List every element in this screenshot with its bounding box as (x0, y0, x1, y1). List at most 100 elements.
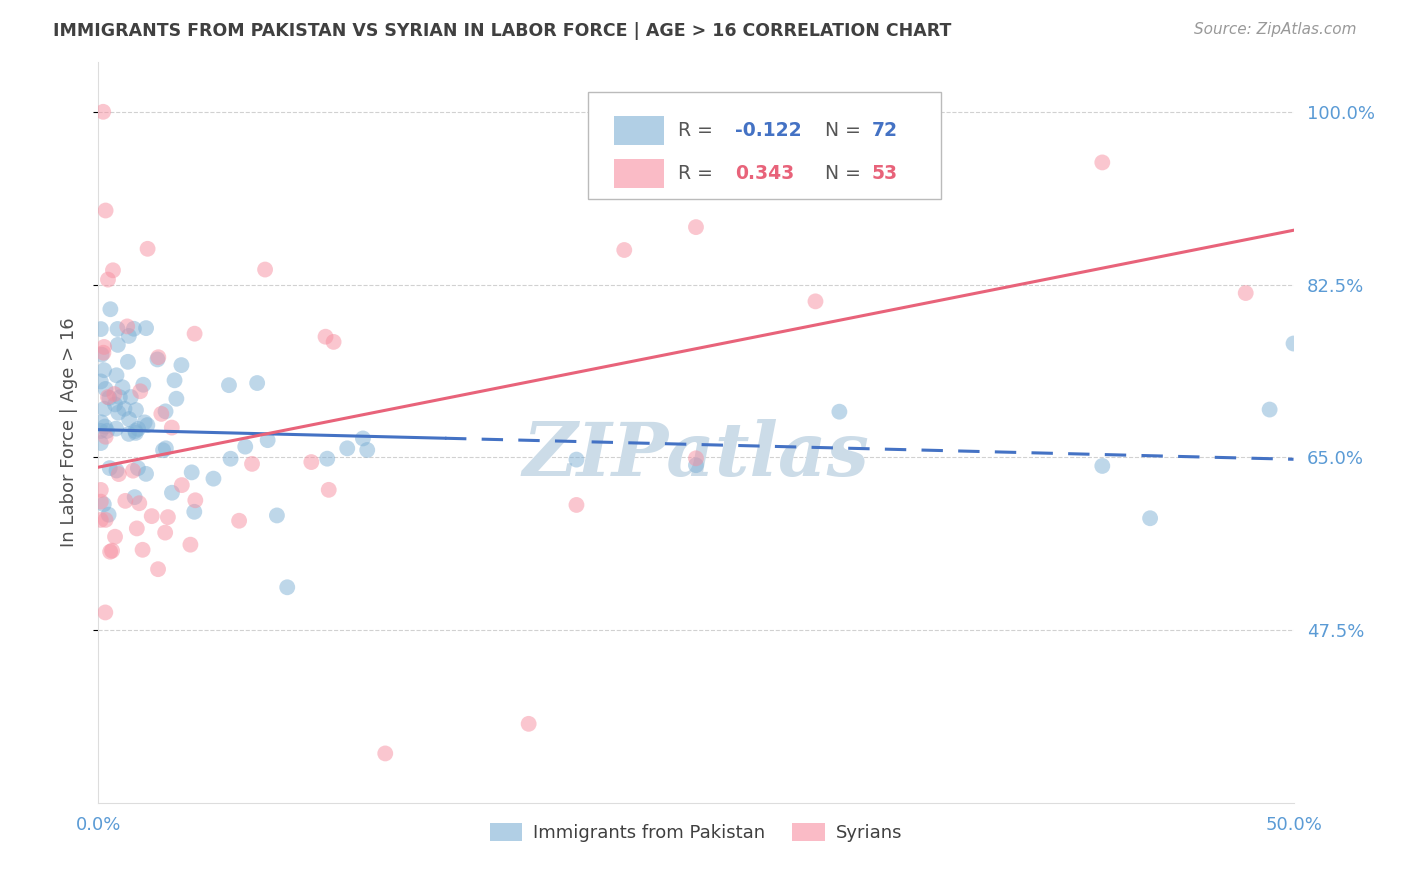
Point (97, 508, 120, 522)
Text: IMMIGRANTS FROM PAKISTAN VS SYRIAN IN LABOR FORCE | AGE > 16 CORRELATION CHART: IMMIGRANTS FROM PAKISTAN VS SYRIAN IN LA… (53, 22, 952, 40)
Point (90, 494, 112, 508)
Point (101, 263, 124, 277)
Point (202, 472, 225, 486)
Point (336, 442, 359, 456)
Point (218, 378, 240, 392)
Point (156, 510, 179, 524)
Text: ZIPatlas: ZIPatlas (523, 418, 869, 491)
Point (114, 401, 136, 416)
Point (613, 243, 636, 257)
Point (108, 390, 131, 404)
Point (131, 542, 153, 557)
Point (90, 322, 112, 336)
Point (254, 262, 277, 277)
Point (96, 424, 118, 438)
Legend: Immigrants from Pakistan, Syrians: Immigrants from Pakistan, Syrians (482, 815, 910, 849)
Point (565, 498, 588, 512)
Point (1258, 402, 1281, 417)
Point (228, 514, 250, 528)
Point (150, 407, 173, 421)
Text: Source: ZipAtlas.com: Source: ZipAtlas.com (1194, 22, 1357, 37)
FancyBboxPatch shape (613, 160, 664, 187)
Point (107, 338, 129, 352)
Point (828, 405, 851, 419)
Point (94, 419, 117, 434)
Point (127, 422, 149, 436)
Point (98, 391, 121, 405)
Point (184, 493, 207, 508)
Point (120, 390, 142, 404)
Point (128, 496, 150, 510)
Point (97, 390, 120, 404)
Point (94, 513, 117, 527)
Point (122, 464, 145, 478)
Point (124, 490, 146, 504)
Point (135, 467, 157, 481)
Point (90, 424, 112, 438)
Point (97, 272, 120, 286)
Point (246, 376, 269, 390)
Point (315, 329, 337, 343)
Text: -0.122: -0.122 (735, 121, 801, 140)
Point (155, 442, 177, 456)
Point (115, 319, 138, 334)
Point (170, 478, 193, 492)
Point (565, 452, 588, 467)
Point (93, 340, 115, 354)
Text: 0.343: 0.343 (735, 164, 794, 183)
Point (127, 461, 149, 475)
Point (170, 358, 193, 372)
Point (93, 401, 115, 416)
Point (90, 436, 112, 450)
Text: 53: 53 (872, 164, 898, 183)
Point (104, 397, 127, 411)
Point (155, 404, 177, 418)
Point (94, 382, 117, 396)
Point (125, 403, 148, 417)
Point (93, 345, 115, 359)
Point (124, 424, 146, 438)
Point (179, 538, 201, 552)
Point (1139, 511, 1161, 525)
Point (90, 483, 112, 497)
Point (1234, 286, 1257, 301)
Text: N =: N = (813, 164, 868, 183)
Text: R =: R = (678, 121, 718, 140)
Point (299, 455, 322, 469)
Point (136, 242, 159, 256)
Point (1091, 155, 1114, 169)
Point (94, 203, 117, 218)
Point (148, 350, 170, 364)
Point (118, 426, 141, 441)
Point (129, 384, 152, 399)
Point (93, 497, 115, 511)
Point (136, 418, 159, 433)
Point (98, 545, 121, 559)
Point (318, 483, 340, 497)
Point (517, 716, 540, 731)
Point (91, 104, 114, 119)
Point (117, 355, 139, 369)
FancyBboxPatch shape (613, 117, 664, 145)
Point (90, 513, 112, 527)
Point (685, 451, 707, 466)
Point (219, 451, 242, 466)
Point (103, 387, 125, 401)
Point (125, 521, 148, 535)
Point (122, 322, 145, 336)
Point (266, 508, 288, 523)
Point (105, 463, 128, 477)
Point (233, 440, 256, 454)
Point (141, 509, 163, 524)
Point (804, 294, 827, 309)
Point (183, 505, 205, 519)
Text: N =: N = (813, 121, 868, 140)
Point (111, 380, 134, 394)
Point (352, 432, 374, 446)
Text: R =: R = (678, 164, 718, 183)
Point (685, 458, 707, 473)
Point (685, 220, 707, 235)
Point (180, 466, 202, 480)
Point (160, 420, 183, 434)
Point (98, 302, 122, 317)
